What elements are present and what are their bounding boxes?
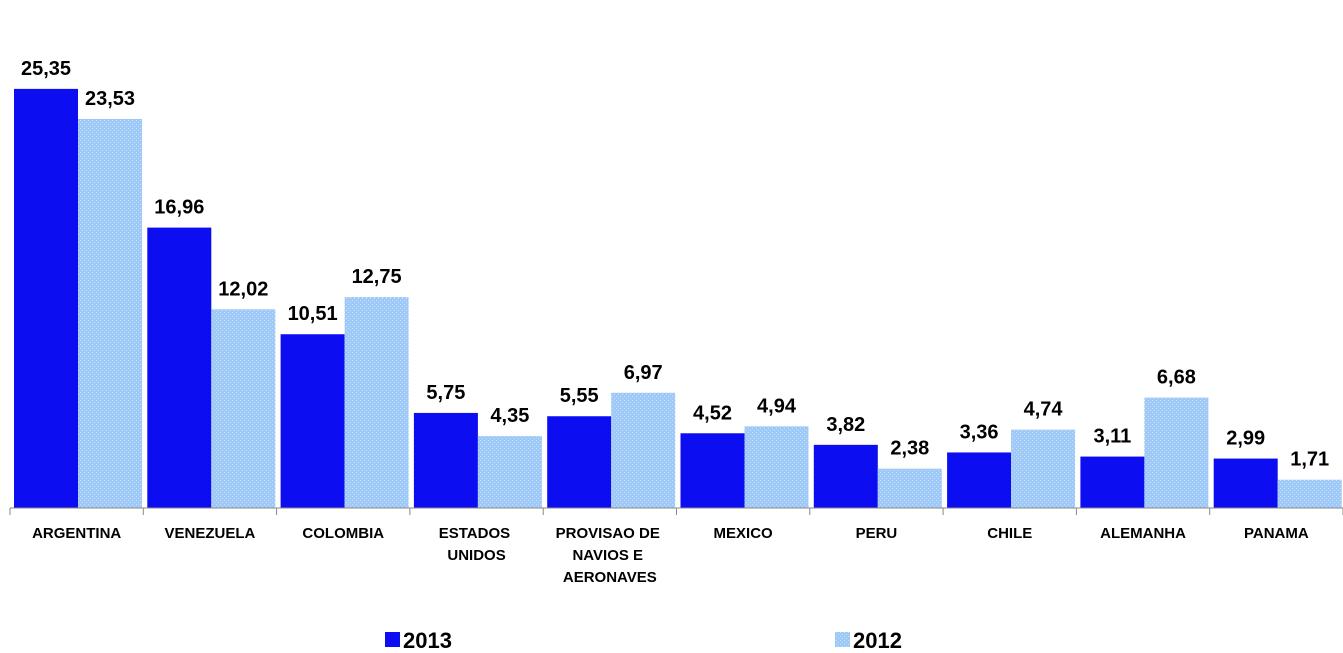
legend-swatch bbox=[835, 632, 850, 647]
value-label: 3,11 bbox=[1093, 426, 1131, 448]
value-label: 5,55 bbox=[560, 385, 599, 407]
bar bbox=[547, 416, 612, 508]
bar bbox=[1080, 456, 1145, 508]
bar bbox=[1277, 479, 1342, 508]
bar bbox=[877, 468, 942, 508]
x-tick-label: PANAMA bbox=[1244, 525, 1309, 542]
bar bbox=[813, 444, 878, 508]
bar bbox=[1011, 429, 1076, 508]
value-label: 23,53 bbox=[85, 88, 135, 110]
value-label: 6,97 bbox=[624, 362, 663, 384]
value-label: 4,52 bbox=[693, 402, 732, 424]
bar bbox=[147, 227, 212, 508]
x-tick-label: COLOMBIA bbox=[302, 525, 384, 542]
x-tick-label: ESTADOS UNIDOS bbox=[439, 525, 515, 564]
legend-label: 2013 bbox=[403, 628, 452, 653]
bar bbox=[14, 88, 78, 508]
x-tick-label: ALEMANHA bbox=[1100, 525, 1186, 542]
value-label: 1,71 bbox=[1290, 449, 1329, 471]
bar bbox=[611, 392, 676, 508]
x-tick-label: CHILE bbox=[987, 525, 1032, 542]
x-tick-label: PERU bbox=[856, 525, 898, 542]
value-label: 10,51 bbox=[288, 303, 338, 325]
x-tick-label: ARGENTINA bbox=[32, 525, 121, 542]
bar bbox=[280, 334, 345, 508]
value-label: 3,82 bbox=[826, 414, 865, 436]
value-label: 25,35 bbox=[21, 58, 71, 80]
x-tick-label: VENEZUELA bbox=[165, 525, 256, 542]
value-label: 16,96 bbox=[154, 197, 204, 219]
bar bbox=[1213, 458, 1278, 508]
value-label: 12,02 bbox=[218, 278, 268, 300]
value-label: 6,68 bbox=[1157, 367, 1196, 389]
value-label: 4,94 bbox=[757, 395, 797, 417]
value-label: 12,75 bbox=[352, 266, 402, 288]
bar bbox=[78, 118, 142, 508]
bar bbox=[344, 297, 409, 508]
value-label: 5,75 bbox=[426, 382, 465, 404]
x-tick-label: PROVISAO DE NAVIOS E AERONAVES bbox=[556, 525, 664, 586]
bar bbox=[680, 433, 745, 508]
legend-label: 2012 bbox=[853, 628, 902, 653]
value-label: 4,35 bbox=[490, 405, 529, 427]
bar bbox=[413, 412, 478, 508]
bar bbox=[477, 436, 542, 508]
value-label: 4,74 bbox=[1024, 399, 1064, 421]
value-label: 2,99 bbox=[1226, 428, 1265, 450]
x-tick-label: MEXICO bbox=[714, 525, 774, 542]
bar bbox=[1144, 397, 1209, 508]
legend-swatch bbox=[385, 632, 400, 647]
value-label: 3,36 bbox=[960, 421, 999, 443]
bar bbox=[211, 309, 276, 508]
value-label: 2,38 bbox=[890, 438, 929, 460]
bar bbox=[744, 426, 809, 508]
bar bbox=[947, 452, 1012, 508]
